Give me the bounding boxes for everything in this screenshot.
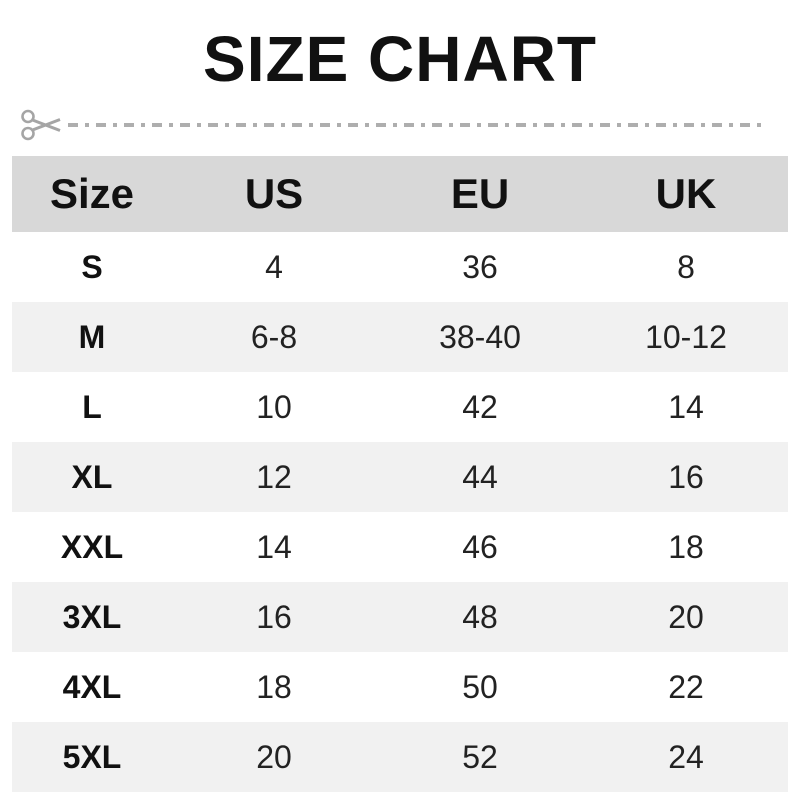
- cell-size: XL: [12, 442, 172, 512]
- cell-uk: 24: [584, 722, 788, 792]
- dashed-cut-line: [68, 123, 766, 127]
- page-title: SIZE CHART: [203, 23, 597, 95]
- table-row: M 6-8 38-40 10-12: [12, 302, 788, 372]
- cell-uk: 10-12: [584, 302, 788, 372]
- table-row: 5XL 20 52 24: [12, 722, 788, 792]
- cell-size: S: [81, 248, 103, 285]
- size-chart-table: Size US EU UK S 4 36 8 M 6-8 38-40 10-12 L 10 42 14…: [12, 156, 788, 792]
- table-row: 3XL 16 48 20: [12, 582, 788, 652]
- cell-eu: 48: [376, 582, 584, 652]
- table-row: S 4 36 8: [12, 232, 788, 302]
- table-row: XXL 14 46 18: [12, 512, 788, 582]
- cell-size: XXL: [60, 528, 124, 565]
- cut-line: [0, 106, 800, 144]
- cell-uk: 14: [668, 388, 704, 425]
- cell-uk: 20: [584, 582, 788, 652]
- cell-us: 16: [172, 582, 376, 652]
- cell-us: 10: [256, 388, 292, 425]
- table-row: L 10 42 14: [12, 372, 788, 442]
- scissors-icon: [21, 109, 61, 141]
- col-header-eu: EU: [376, 156, 584, 232]
- cell-uk: 18: [668, 528, 704, 565]
- cell-uk: 22: [668, 668, 704, 705]
- col-header-uk: UK: [584, 156, 788, 232]
- cell-us: 18: [256, 668, 292, 705]
- cell-us: 6-8: [172, 302, 376, 372]
- col-header-us: US: [172, 156, 376, 232]
- cell-us: 14: [256, 528, 292, 565]
- cell-us: 12: [172, 442, 376, 512]
- cell-size: L: [82, 388, 102, 425]
- col-header-size: Size: [12, 156, 172, 232]
- cell-uk: 16: [584, 442, 788, 512]
- table-header-row: Size US EU UK: [12, 156, 788, 232]
- cell-size: M: [12, 302, 172, 372]
- cell-us: 20: [172, 722, 376, 792]
- table-row: XL 12 44 16: [12, 442, 788, 512]
- cell-size: 3XL: [12, 582, 172, 652]
- cell-us: 4: [265, 248, 283, 285]
- cell-size: 4XL: [62, 668, 122, 705]
- cell-eu: 44: [376, 442, 584, 512]
- cell-size: 5XL: [12, 722, 172, 792]
- cell-eu: 42: [462, 388, 498, 425]
- table-row: 4XL 18 50 22: [12, 652, 788, 722]
- cell-eu: 38-40: [376, 302, 584, 372]
- cell-eu: 46: [462, 528, 498, 565]
- table-body: S 4 36 8 M 6-8 38-40 10-12 L 10 42 14 XL 12 44 16 XXL 14 4…: [12, 232, 788, 792]
- cell-eu: 50: [462, 668, 498, 705]
- cell-eu: 36: [462, 248, 498, 285]
- cell-eu: 52: [376, 722, 584, 792]
- cell-uk: 8: [677, 248, 695, 285]
